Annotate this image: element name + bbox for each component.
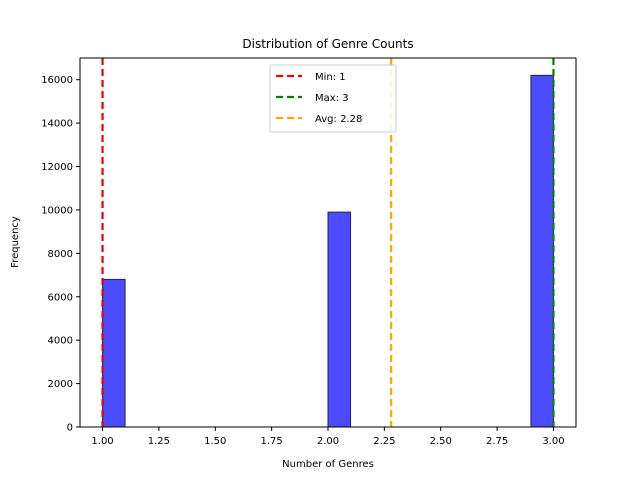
- y-tick-label: 0: [67, 423, 73, 434]
- x-tick-label: 2.75: [486, 436, 508, 447]
- x-tick-label: 2.00: [317, 436, 339, 447]
- legend: Min: 1 Max: 3 Avg: 2.28: [269, 64, 397, 133]
- y-tick-label: 10000: [41, 205, 73, 216]
- x-tick-label: 1.50: [204, 436, 226, 447]
- y-tick-label: 4000: [48, 336, 73, 347]
- x-tick-label: 2.25: [373, 436, 395, 447]
- legend-label-1: Min: 1: [315, 72, 346, 83]
- y-tick-label: 16000: [41, 75, 73, 86]
- legend-label-3: Avg: 2.28: [315, 114, 362, 125]
- x-tick-label: 1.00: [91, 436, 113, 447]
- y-tick-label: 2000: [48, 379, 73, 390]
- x-axis-label: Number of Genres: [282, 459, 374, 470]
- histogram-bar-2: [327, 211, 352, 428]
- x-tick-label: 1.75: [261, 436, 283, 447]
- y-tick-label: 8000: [48, 249, 73, 260]
- x-tick-label: 3.00: [542, 436, 564, 447]
- histogram-bar-3: [530, 74, 554, 428]
- legend-items: Min: 1 Max: 3 Avg: 2.28: [276, 72, 362, 125]
- histogram-bar-1: [102, 278, 126, 428]
- bars-layer: [102, 74, 554, 428]
- y-axis-label: Frequency: [10, 216, 21, 268]
- legend-box: [269, 64, 397, 133]
- y-tick-label: 14000: [41, 119, 73, 130]
- x-tick-label: 1.25: [148, 436, 170, 447]
- x-tick-label: 2.50: [430, 436, 452, 447]
- y-tick-label: 12000: [41, 162, 73, 173]
- y-tick-label: 6000: [48, 292, 73, 303]
- chart-title: Distribution of Genre Counts: [242, 37, 413, 51]
- legend-label-2: Max: 3: [315, 93, 349, 104]
- x-ticks: 1.00 1.25 1.50 1.75 2.00 2.25 2.50 2.75 3.00: [91, 427, 565, 447]
- y-ticks: 0 2000 4000 6000 8000 10000 12000 14000 16000: [41, 75, 80, 434]
